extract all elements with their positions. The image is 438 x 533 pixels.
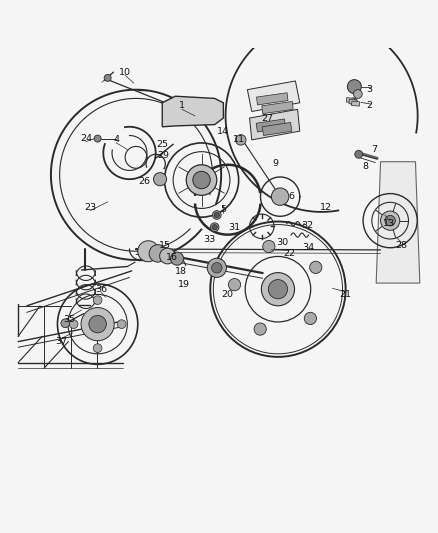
Text: 12: 12 [320,203,332,212]
Circle shape [353,90,362,99]
Text: 34: 34 [303,243,314,252]
Text: 20: 20 [222,290,234,300]
Circle shape [214,212,219,217]
Polygon shape [262,101,293,114]
Circle shape [228,279,240,291]
Text: 37: 37 [55,337,67,346]
Text: 26: 26 [138,177,150,186]
Circle shape [203,105,213,116]
Text: 25: 25 [156,140,168,149]
Bar [346,98,354,103]
Bar [352,101,360,106]
Circle shape [159,248,175,264]
Text: 2: 2 [367,101,373,110]
Circle shape [138,241,159,262]
Text: 24: 24 [80,134,92,143]
Text: 36: 36 [95,285,107,294]
Circle shape [186,165,217,195]
Circle shape [89,316,106,333]
Text: 33: 33 [203,235,215,244]
Text: 6: 6 [288,192,294,201]
Circle shape [236,135,246,145]
Circle shape [212,224,217,230]
Circle shape [94,135,101,142]
Circle shape [254,323,266,335]
Circle shape [263,240,275,253]
Text: 23: 23 [84,203,96,212]
Text: 35: 35 [64,315,76,324]
Text: 21: 21 [339,290,352,300]
Circle shape [381,211,400,230]
Text: 18: 18 [175,267,187,276]
Circle shape [350,98,357,105]
Circle shape [212,263,222,273]
Text: 13: 13 [383,219,396,228]
Polygon shape [250,109,300,140]
Text: 29: 29 [157,151,169,160]
Text: 31: 31 [228,223,240,232]
Circle shape [212,211,221,220]
Circle shape [168,106,178,116]
Circle shape [304,312,317,325]
Text: 16: 16 [166,253,178,262]
Circle shape [149,245,166,262]
Text: 9: 9 [273,159,279,168]
Circle shape [272,188,289,205]
Circle shape [210,223,219,231]
Circle shape [347,79,361,94]
Circle shape [268,280,288,299]
Text: 14: 14 [217,127,230,136]
Polygon shape [162,96,223,127]
Circle shape [310,261,322,273]
Text: 19: 19 [178,280,190,289]
Text: 3: 3 [367,85,373,94]
Text: 11: 11 [233,135,245,144]
Text: 22: 22 [283,249,295,258]
Text: 5: 5 [220,205,226,214]
Bar [349,99,357,104]
Circle shape [355,150,363,158]
Circle shape [207,258,226,277]
Polygon shape [257,93,288,105]
Circle shape [93,296,102,304]
Circle shape [261,272,294,306]
Circle shape [61,319,70,328]
Circle shape [153,173,166,185]
Text: 15: 15 [159,241,170,250]
Circle shape [69,320,78,328]
Circle shape [170,252,184,265]
Circle shape [93,344,102,352]
Polygon shape [262,123,292,135]
Text: 28: 28 [396,241,407,250]
Polygon shape [376,161,420,283]
Circle shape [193,171,210,189]
Text: 30: 30 [276,238,288,247]
Text: 32: 32 [302,221,314,230]
Circle shape [81,308,114,341]
Text: 7: 7 [371,145,377,154]
Text: 1: 1 [179,101,185,110]
Text: 10: 10 [119,68,131,77]
Circle shape [385,215,396,226]
Text: 4: 4 [113,135,120,144]
Polygon shape [247,81,300,111]
Circle shape [104,75,111,82]
Text: 8: 8 [362,161,368,171]
Circle shape [117,320,126,328]
Text: 27: 27 [261,115,273,124]
Polygon shape [256,119,286,132]
